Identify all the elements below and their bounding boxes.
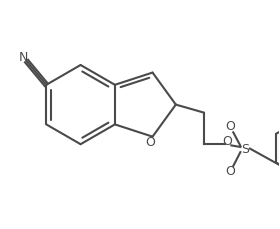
Text: N: N: [19, 51, 28, 64]
Text: O: O: [222, 134, 232, 147]
Text: O: O: [146, 136, 155, 149]
Text: S: S: [241, 143, 249, 156]
Text: O: O: [225, 120, 235, 133]
Text: O: O: [225, 165, 235, 178]
